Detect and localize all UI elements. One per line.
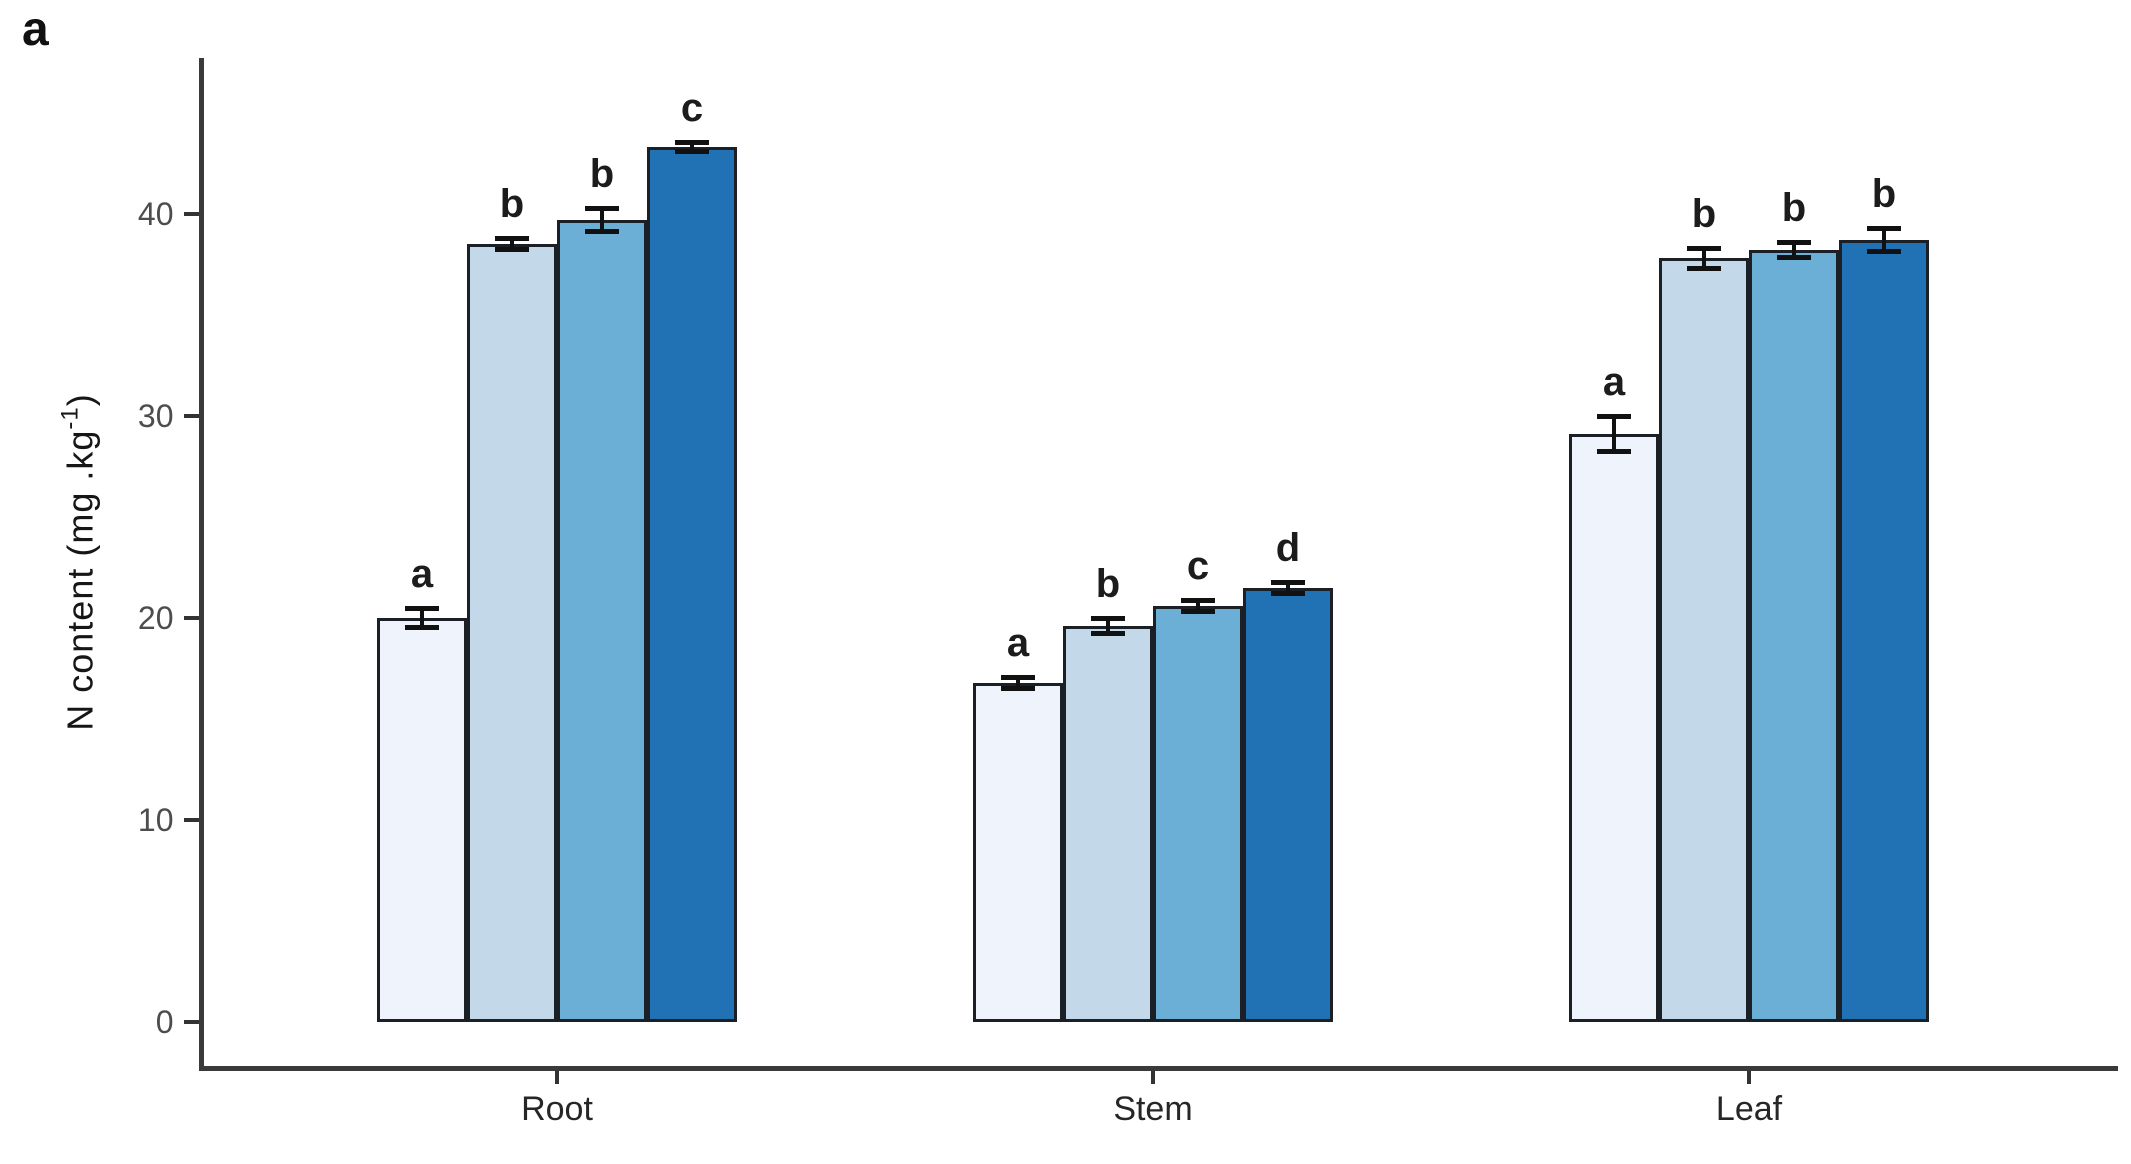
x-axis-category-label: Leaf — [1715, 1090, 1783, 1128]
y-axis-tick-label: 10 — [137, 802, 174, 838]
error-bar-cap-bottom — [1001, 685, 1035, 691]
y-axis-tick-label: 20 — [137, 600, 174, 636]
y-axis-tick-label: 30 — [137, 398, 174, 434]
bar — [1749, 250, 1839, 1022]
error-bar-cap-top — [1687, 246, 1721, 252]
significance-letter: b — [1691, 192, 1717, 237]
significance-letter: b — [1871, 172, 1897, 217]
y-axis-title: N content (mg .kg-1) — [56, 393, 102, 731]
significance-letter: a — [1602, 360, 1626, 404]
x-axis-category-label: Root — [521, 1090, 593, 1128]
bar — [1839, 240, 1929, 1022]
y-axis-tick — [183, 414, 199, 418]
error-bar-cap-bottom — [1777, 255, 1811, 261]
significance-letter: a — [410, 551, 434, 596]
bar — [377, 618, 467, 1022]
bar — [1243, 587, 1333, 1022]
bar — [557, 220, 647, 1022]
error-bar-cap-top — [1777, 240, 1811, 246]
significance-letter: b — [499, 182, 525, 227]
x-axis-tick — [555, 1070, 559, 1084]
error-bar-stem — [1882, 228, 1886, 253]
bar — [1569, 434, 1659, 1022]
error-bar-cap-bottom — [675, 149, 709, 155]
y-axis-tick — [183, 212, 199, 216]
error-bar-stem — [1016, 676, 1020, 689]
error-bar-cap-bottom — [585, 229, 619, 235]
error-bar-cap-top — [1181, 597, 1215, 603]
error-bar-stem — [1106, 618, 1110, 635]
error-bar-cap-bottom — [1867, 249, 1901, 255]
y-axis-line — [198, 58, 204, 1071]
error-bar-cap-top — [675, 140, 709, 146]
error-bar-cap-bottom — [1687, 265, 1721, 271]
significance-letter: a — [1006, 620, 1030, 665]
significance-letter: b — [1095, 562, 1121, 606]
significance-letter: c — [1186, 543, 1210, 588]
y-axis-title-suffix: ) — [59, 393, 101, 407]
error-bar-cap-bottom — [495, 247, 529, 253]
error-bar-stem — [420, 607, 424, 629]
error-bar-stem — [1612, 416, 1616, 453]
bar — [1063, 626, 1153, 1022]
error-bar-cap-top — [585, 205, 619, 211]
bar — [973, 682, 1063, 1022]
x-axis-category-label: Stem — [1113, 1090, 1193, 1128]
error-bar-cap-top — [1867, 226, 1901, 232]
y-axis-tick — [183, 1020, 199, 1024]
panel-label: a — [22, 3, 49, 56]
y-axis-tick-label: 40 — [137, 196, 174, 232]
error-bar-stem — [510, 238, 514, 251]
significance-letter: c — [680, 86, 704, 131]
y-axis-tick-label: 0 — [155, 1004, 174, 1040]
error-bar-stem — [1286, 581, 1290, 594]
error-bar-cap-top — [495, 236, 529, 242]
error-bar-stem — [690, 142, 694, 153]
bar — [1659, 258, 1749, 1022]
error-bar-cap-bottom — [1091, 631, 1125, 637]
y-axis-tick — [183, 616, 199, 620]
error-bar-cap-top — [1001, 674, 1035, 680]
bar — [467, 244, 557, 1022]
x-axis-line — [198, 1065, 2118, 1071]
x-axis-tick — [1151, 1070, 1155, 1084]
y-axis-title-text: N content (mg .kg — [59, 429, 101, 731]
error-bar-cap-top — [1271, 579, 1305, 585]
error-bar-cap-bottom — [405, 625, 439, 631]
y-axis-tick — [183, 818, 199, 822]
bar — [647, 147, 737, 1022]
bar — [1153, 605, 1243, 1022]
y-axis-title-superscript: -1 — [56, 406, 84, 430]
error-bar-cap-bottom — [1597, 449, 1631, 455]
error-bar-cap-bottom — [1181, 608, 1215, 614]
error-bar-cap-top — [1091, 616, 1125, 621]
significance-letter: b — [1781, 186, 1807, 231]
error-bar-stem — [600, 207, 604, 233]
error-bar-stem — [1702, 248, 1706, 269]
significance-letter: d — [1275, 525, 1301, 570]
error-bar-stem — [1792, 242, 1796, 259]
error-bar-cap-top — [405, 605, 439, 611]
error-bar-stem — [1196, 599, 1200, 612]
error-bar-cap-bottom — [1271, 590, 1305, 596]
error-bar-cap-top — [1597, 414, 1631, 419]
significance-letter: b — [589, 151, 615, 196]
x-axis-tick — [1747, 1070, 1751, 1084]
